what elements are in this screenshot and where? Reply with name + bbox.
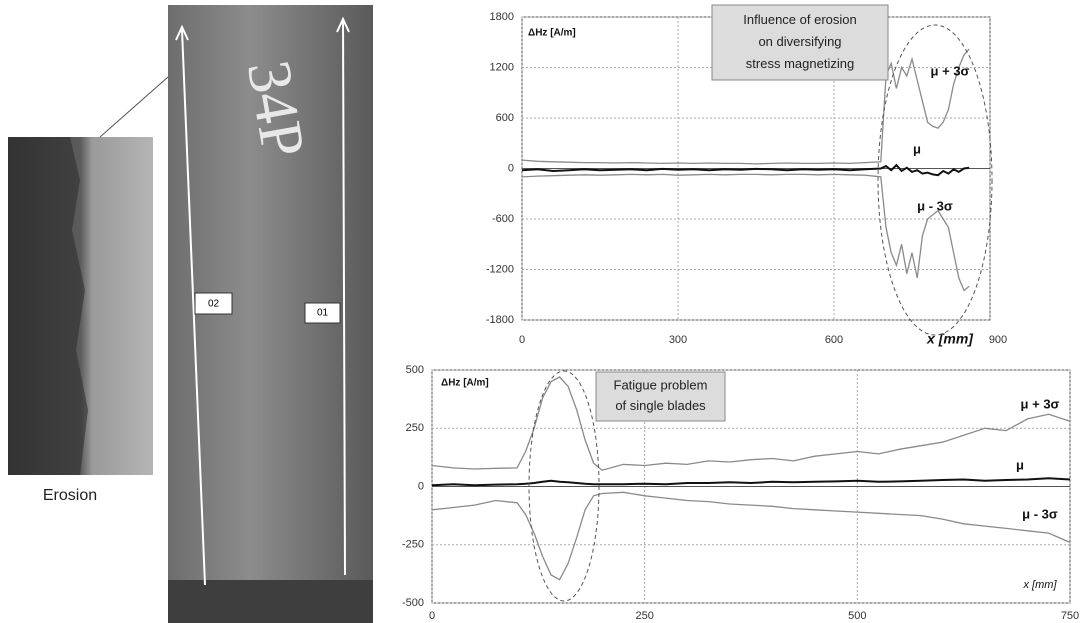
x-axis-label: x [mm] [1023,579,1058,591]
x-tick-label: 0 [429,610,435,622]
chart: 1800 1200 600 0 -600 -1200 -1800 0 300 600 900 x [m… [486,4,1007,347]
series-label: μ [913,141,921,156]
annotation-text: Influence of erosion [743,12,856,27]
y-tick-label: 600 [496,112,514,124]
annotation-text: of single blades [615,398,706,413]
series-line [431,477,1071,487]
x-tick-label: 500 [848,610,866,622]
label-box [304,302,341,324]
series-label: μ - 3σ [917,198,953,213]
y-axis-label: ΔHz [A/m] [441,378,489,389]
photo-caption: Erosion [43,487,97,504]
chart: 500 250 0 -250 -500 0 250 500 750 x [mm] ΔHz [A/m]… [402,364,1079,622]
x-tick-label: 250 [635,610,653,622]
erosion-edge [8,137,88,475]
x-tick-label: 750 [1061,610,1079,622]
y-tick-label: 1800 [490,11,514,23]
y-tick-label: 0 [418,480,424,492]
y-tick-label: 1200 [490,61,514,73]
label-box [194,292,233,315]
series-line [431,491,1071,581]
path-label: 01 [317,308,329,319]
y-tick-label: -1200 [486,263,514,275]
blade-root [168,580,373,623]
arrow [181,29,206,586]
y-axis-label: ΔHz [A/m] [528,28,576,39]
y-tick-label: -600 [492,213,514,225]
y-tick-label: -500 [402,597,424,609]
annotation-box [711,4,889,81]
x-tick-label: 600 [825,334,843,346]
arrow-head [336,16,350,33]
y-tick-label: -1800 [486,314,514,326]
x-tick-label: 300 [669,334,687,346]
annotation-box [595,371,726,422]
blade-marking: 34P [234,56,318,163]
y-tick-label: -250 [402,539,424,551]
series-label: μ [1016,457,1024,472]
photos: Erosion 34P 02 01 [8,5,373,623]
series-line [521,173,970,292]
y-tick-label: 0 [508,162,514,174]
x-tick-label: 0 [519,334,525,346]
series-line [521,163,970,177]
series-line [521,48,970,165]
y-tick-label: 250 [406,422,424,434]
x-tick-label: 900 [989,334,1007,346]
x-axis-label: x [mm] [926,331,974,347]
annotation-text: Fatigue problem [614,378,708,393]
blade-photo [168,5,373,623]
annotation-text: stress magnetizing [746,56,854,71]
annotation-text: on diversifying [758,34,841,49]
arrow-head [175,24,189,41]
highlight-ellipse [528,370,600,602]
series-label: μ + 3σ [931,63,970,78]
arrow [342,19,346,576]
series-label: μ - 3σ [1022,506,1058,521]
series-label: μ + 3σ [1021,396,1060,411]
y-tick-label: 500 [406,364,424,376]
path-label: 02 [208,299,220,310]
highlight-ellipse [877,24,993,336]
